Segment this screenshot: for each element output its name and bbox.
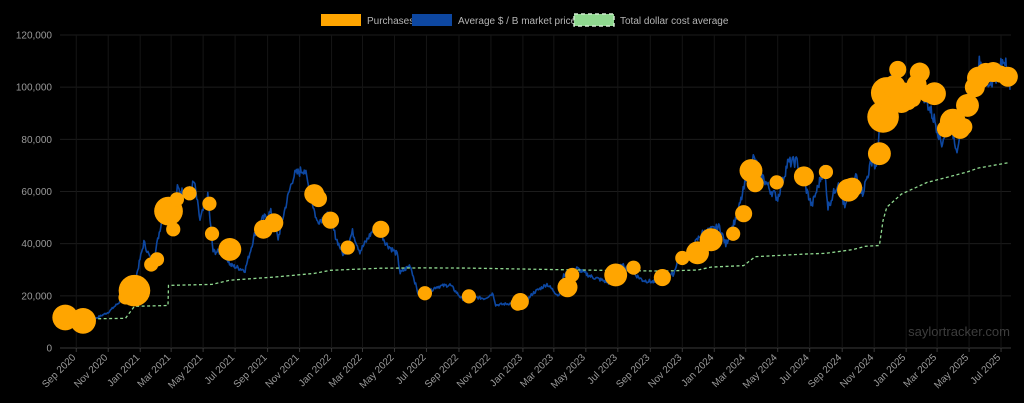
purchase-bubble: [604, 263, 628, 287]
market-price-line: [65, 55, 1011, 322]
purchase-bubble: [149, 252, 165, 267]
x-tick-label: Sep 2022: [423, 352, 461, 390]
legend: Purchases Average $ / B market price Tot…: [321, 13, 729, 27]
watermark: saylortracker.com: [908, 324, 1010, 339]
purchase-bubble: [735, 205, 753, 223]
x-tick-label: Sep 2023: [614, 352, 652, 390]
x-tick-label: May 2022: [358, 352, 397, 391]
x-tick-label: May 2025: [932, 352, 971, 391]
legend-label-dollar-cost-average: Total dollar cost average: [620, 16, 729, 27]
purchase-bubble: [793, 166, 814, 187]
y-tick-label: 120,000: [16, 31, 53, 42]
purchase-bubble: [309, 189, 328, 208]
purchase-bubble: [118, 274, 151, 307]
x-tick-label: Sep 2020: [40, 352, 78, 390]
x-tick-label: Nov 2023: [646, 352, 684, 390]
purchase-bubble: [182, 186, 197, 201]
purchase-bubble: [321, 211, 340, 229]
purchase-bubble: [909, 62, 930, 83]
purchase-bubble: [956, 93, 979, 117]
legend-label-market-price: Average $ / B market price: [458, 16, 577, 27]
legend-swatch-dollar-cost-average: [573, 13, 615, 27]
purchase-bubble: [626, 260, 641, 275]
y-tick-label: 20,000: [21, 291, 52, 302]
purchase-bubble: [202, 196, 217, 211]
x-tick-label: Nov 2021: [264, 352, 302, 390]
y-tick-label: 0: [46, 344, 52, 355]
purchase-bubble: [511, 293, 529, 311]
purchase-bubble: [565, 267, 580, 283]
purchase-bubble: [769, 175, 784, 190]
y-tick-label: 80,000: [21, 135, 52, 146]
purchase-bubble: [726, 226, 741, 241]
y-tick-label: 100,000: [16, 83, 53, 94]
legend-swatch-market-price: [412, 14, 452, 26]
legend-swatch-purchases: [321, 14, 361, 26]
purchase-bubble: [889, 60, 907, 78]
y-axis: 0 20,000 40,000 60,000 80,000 100,000 120,000: [16, 31, 53, 355]
purchase-bubble: [867, 142, 891, 166]
purchase-bubble: [699, 228, 723, 252]
grid: [60, 34, 1011, 352]
plot-area: [52, 55, 1018, 334]
purchase-bubble: [675, 250, 690, 266]
purchase-bubble: [461, 289, 477, 304]
x-tick-label: Sep 2024: [806, 352, 844, 390]
purchase-bubble: [746, 175, 764, 193]
y-tick-label: 40,000: [21, 239, 52, 250]
y-tick-label: 60,000: [21, 187, 52, 198]
x-tick-label: Nov 2024: [838, 352, 876, 390]
purchase-bubble: [557, 277, 578, 298]
x-tick-label: Jul 2025: [969, 352, 1004, 387]
purchase-bubble: [818, 164, 834, 180]
purchase-bubble: [169, 192, 185, 207]
purchase-bubble: [340, 240, 355, 255]
purchase-bubble: [372, 220, 390, 238]
x-tick-label: Sep 2021: [232, 352, 270, 390]
x-tick-label: May 2023: [549, 352, 588, 391]
x-tick-label: May 2021: [166, 352, 205, 391]
x-tick-label: Nov 2022: [455, 352, 493, 390]
purchase-bubble: [923, 82, 946, 106]
purchase-bubble: [204, 226, 220, 241]
purchase-bubble: [166, 222, 181, 237]
x-tick-label: Nov 2020: [72, 352, 110, 390]
legend-label-purchases: Purchases: [367, 16, 414, 27]
purchase-bubble: [218, 237, 242, 261]
x-tick-label: May 2024: [741, 352, 780, 391]
purchase-bubble: [842, 177, 863, 198]
purchase-bubble: [264, 213, 284, 233]
purchase-bubble: [955, 118, 973, 136]
purchase-bubble: [417, 286, 432, 301]
purchase-bubble: [653, 269, 671, 287]
purchase-bubble: [70, 307, 96, 334]
purchase-bubble: [997, 66, 1018, 87]
